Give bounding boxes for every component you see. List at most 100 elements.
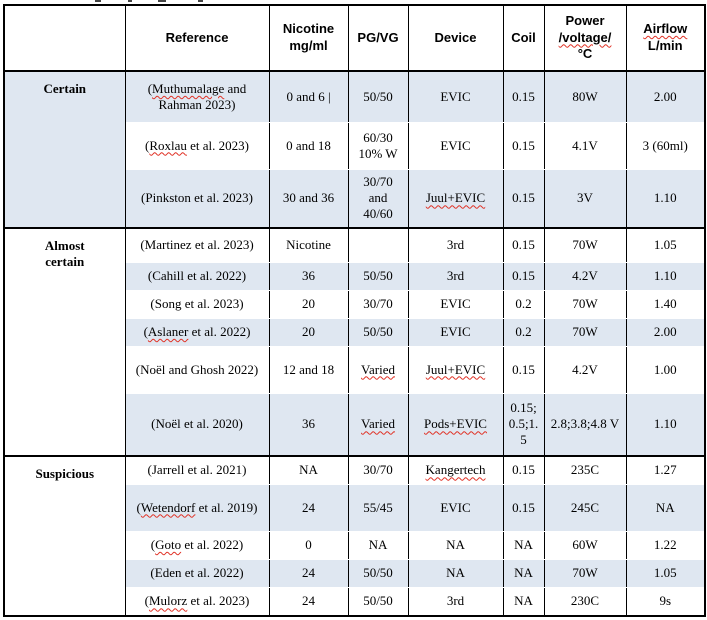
power-cell: 70W [543,558,627,588]
device-cell: Juul+EVIC [407,168,504,229]
reference-cell: (Aslaner et al. 2022) [124,317,270,347]
reference-cell: (Wetendorf et al. 2019) [124,483,270,532]
reference-cell: (Eden et al. 2022) [124,558,270,588]
airflow-cell: 9s [625,586,706,617]
power-column-header: Power/voltage/°C [543,5,627,72]
pgvg-cell: 60/30 10% W [347,121,409,170]
airflow-cell: 1.05 [625,227,706,263]
table-row: Suspicious (Jarrell et al. 2021) NA 30/70 Ka… [3,455,706,617]
coil-cell: NA [502,530,545,560]
study-parameters-table: Reference Nicotine mg/ml PG/VG Device Coil Pow… [3,4,706,617]
device-cell: 3rd [407,261,504,291]
table-row: (Mulorz et al. 2023) 24 50/50 3rd NA 230C 9s [4,586,706,617]
coil-cell: 0.15 [502,70,545,123]
misspelled-word: Muthumalage [152,80,225,96]
power-cell: 70W [543,227,627,263]
coil-cell: 0.15 [502,121,545,170]
table-row: (Pinkston et al. 2023) 30 and 36 30/70 and… [4,168,706,229]
power-cell: 4.2V [543,345,627,394]
nicotine-column-header: Nicotine mg/ml [268,5,349,72]
misspelled-word: Juul+EVIC [425,190,486,206]
reference-cell: (Muthumalage and Rahman 2023) [124,70,270,123]
pgvg-cell: 50/50 [347,70,409,123]
power-cell: 4.1V [543,121,627,170]
clipped-text-remnant [128,0,132,2]
power-cell: 230C [543,586,627,617]
reference-cell: (Noël et al. 2020) [124,392,270,457]
coil-cell: 0.2 [502,317,545,347]
power-cell: 3V [543,168,627,229]
misspelled-word: Varied [361,416,395,432]
coil-cell: 0.15; 0.5;1.5 [502,392,545,457]
table-row: (Song et al. 2023) 20 30/70 EVIC 0.2 70W 1.40 [4,289,706,319]
nicotine-cell: 12 and 18 [268,345,349,394]
airflow-cell: 1.10 [625,168,706,229]
pgvg-cell: 55/45 [347,483,409,532]
airflow-cell: NA [625,483,706,532]
nicotine-cell: 24 [268,483,349,532]
pgvg-cell: Varied [347,345,409,394]
table-row: (Eden et al. 2022) 24 50/50 NA NA 70W 1.05 [4,558,706,588]
power-cell: 245C [543,483,627,532]
misspelled-word: Roxlau [149,137,187,153]
power-cell: 235C [543,455,627,485]
reference-cell: (Roxlau et al. 2023) [124,121,270,170]
device-cell: EVIC [407,483,504,532]
pgvg-cell: 50/50 [347,586,409,617]
airflow-cell: 2.00 [625,70,706,123]
coil-cell: 0.15 [502,345,545,394]
pgvg-cell: 50/50 [347,261,409,291]
nicotine-cell: 0 and 6 | [268,70,349,123]
empty-corner-header [3,5,126,72]
misspelled-word: Airflow [643,21,688,37]
reference-cell: (Noël and Ghosh 2022) [124,345,270,394]
reference-cell: (Martinez et al. 2023) [124,227,270,263]
reference-cell: (Jarrell et al. 2021) [124,455,270,485]
airflow-cell: 1.05 [625,558,706,588]
coil-cell: 0.15 [502,168,545,229]
reference-cell: (Cahill et al. 2022) [124,261,270,291]
coil-cell: 0.2 [502,289,545,319]
pgvg-cell: 30/70 and 40/60 [347,168,409,229]
reference-column-header: Reference [124,5,270,72]
reference-cell: (Song et al. 2023) [124,289,270,319]
device-cell: NA [407,558,504,588]
coil-cell: 0.15 [502,261,545,291]
table-header: Reference Nicotine mg/ml PG/VG Device Coil Pow… [3,5,706,72]
reference-cell: (Goto et al. 2022) [124,530,270,560]
table-row: (Aslaner et al. 2022) 20 50/50 EVIC 0.2 70W 2.… [4,317,706,347]
device-cell: Kangertech [407,455,504,485]
airflow-cell: 2.00 [625,317,706,347]
pgvg-cell [347,227,409,263]
pgvg-cell: 30/70 [347,455,409,485]
airflow-cell: 1.00 [625,345,706,394]
device-cell: EVIC [407,121,504,170]
reference-cell: (Pinkston et al. 2023) [124,168,270,229]
power-cell: 2.8;3.8;4.8 V [543,392,627,457]
nicotine-cell: 24 [268,586,349,617]
clipped-text-remnant [158,0,166,2]
nicotine-cell: Nicotine [268,227,349,263]
device-cell: EVIC [407,289,504,319]
misspelled-word: /voltage/ [558,29,612,45]
nicotine-cell: 30 and 36 [268,168,349,229]
coil-column-header: Coil [502,5,545,72]
airflow-cell: 1.40 [625,289,706,319]
power-cell: 4.2V [543,261,627,291]
misspelled-word: Mulorz [148,593,188,609]
nicotine-cell: 0 [268,530,349,560]
misspelled-word: Juul+EVIC [425,361,486,377]
device-column-header: Device [407,5,504,72]
airflow-cell: 3 (60ml) [625,121,706,170]
clipped-text-remnant [198,0,203,2]
table-row: (Noël and Ghosh 2022) 12 and 18 Varied Juul… [4,345,706,394]
coil-cell: 0.15 [502,227,545,263]
power-cell: 80W [543,70,627,123]
pgvg-column-header: PG/VG [347,5,409,72]
table-row: (Noël et al. 2020) 36 Varied Pods+EVIC 0.15;… [4,392,706,457]
pgvg-cell: 30/70 [347,289,409,319]
pgvg-cell: 50/50 [347,317,409,347]
coil-cell: NA [502,558,545,588]
